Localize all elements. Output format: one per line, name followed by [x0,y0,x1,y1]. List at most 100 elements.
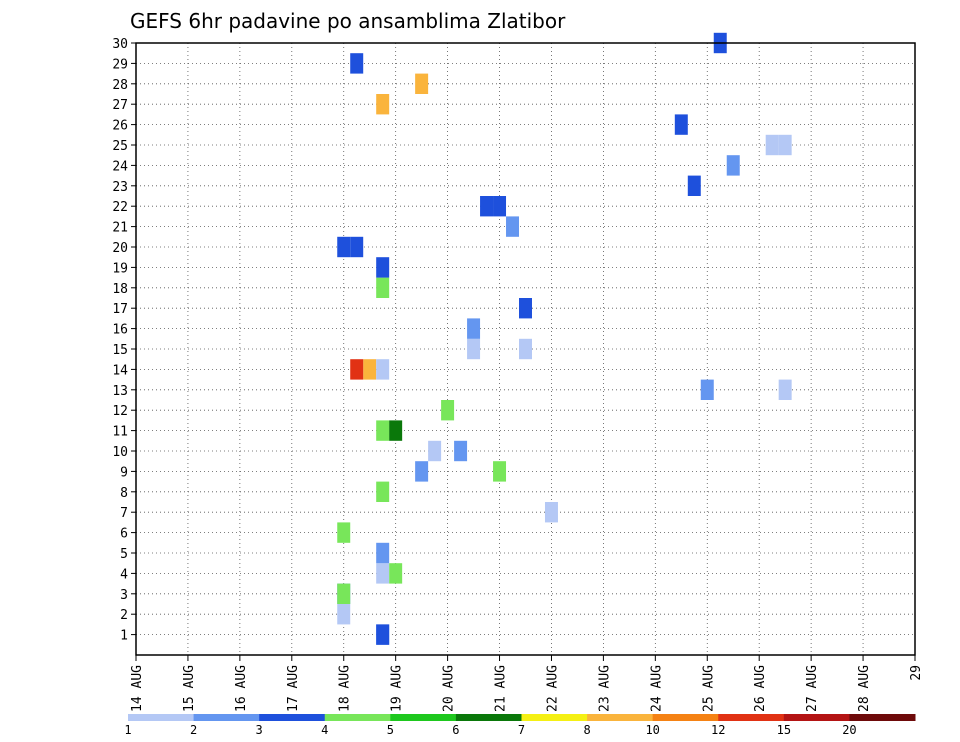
x-tick-label: 16 AUG [234,665,249,712]
y-tick-label: 29 [112,57,128,72]
colorbar-swatch [849,714,916,721]
colorbar-swatch [783,714,850,721]
data-cell [376,563,390,584]
y-tick-label: 26 [112,119,128,134]
y-tick-label: 25 [112,139,128,154]
x-tick-label: 23 AUG [597,665,612,712]
data-cell [376,420,390,441]
data-cell [337,604,351,625]
data-cell [350,359,364,380]
y-tick-label: 15 [112,343,128,358]
y-tick-label: 2 [120,608,128,623]
y-tick-label: 17 [112,302,128,317]
colorbar-label: 20 [842,723,856,737]
data-cell [376,481,390,502]
y-tick-label: 24 [112,159,128,174]
x-tick-label: 18 AUG [338,665,353,712]
colorbar-swatch [259,714,326,721]
data-cell [376,257,390,278]
colorbar-swatch [718,714,785,721]
colorbar-label: 12 [711,723,725,737]
x-tick-label: 22 AUG [545,665,560,712]
data-cell [415,73,429,94]
x-tick-label: 21 AUG [494,665,509,712]
data-cell [350,236,364,258]
x-tick-label: 20 AUG [442,665,457,712]
y-tick-label: 7 [120,506,128,521]
colorbar-label: 3 [256,723,263,737]
data-cell [700,379,714,400]
colorbar-label: 7 [518,723,525,737]
x-tick-label: 14 AUG [130,665,145,712]
colorbar-swatch [652,714,719,721]
data-cell [376,359,390,380]
y-tick-label: 9 [120,465,128,480]
y-tick-label: 6 [120,527,128,542]
y-tick-label: 19 [112,261,128,276]
y-tick-label: 28 [112,78,128,93]
data-cell [778,134,792,156]
y-tick-label: 21 [112,221,128,236]
colorbar-swatch [521,714,588,721]
y-tick-label: 11 [112,425,128,440]
data-cell [350,53,364,74]
data-cell [454,440,468,462]
data-cell [441,400,455,421]
data-cell [363,359,377,380]
data-cell [337,583,351,604]
colorbar-swatch [390,714,457,721]
colorbar-swatch [587,714,654,721]
data-cell [687,175,701,196]
data-cell [428,440,442,462]
y-tick-label: 13 [112,384,128,399]
colorbar-swatch [128,714,195,721]
data-cell [337,522,351,543]
data-cell [726,155,740,176]
data-cell [389,420,403,441]
data-cell [467,318,481,339]
data-cell [480,196,494,217]
x-tick-label: 27 AUG [805,665,820,712]
y-tick-label: 8 [120,486,128,501]
colorbar-label: 8 [583,723,590,737]
colorbar: 1 2 3 4 5 6 7 8 10 12 15 20 [124,714,916,737]
x-tick-label: 25 AUG [701,665,716,712]
y-tick-label: 5 [120,547,128,562]
data-cell [778,379,792,400]
x-tick-label: 15 AUG [182,665,197,712]
colorbar-label: 5 [387,723,394,737]
data-cell [674,114,688,135]
colorbar-swatch [193,714,260,721]
x-tick-label: 17 AUG [286,665,301,712]
data-cell [376,624,390,645]
x-tick-label: 28 AUG [857,665,872,712]
data-cell [506,216,520,237]
y-tick-label: 23 [112,180,128,195]
x-tick-label: 26 AUG [753,665,768,712]
y-tick-label: 16 [112,323,128,338]
x-axis: 14 AUG 15 AUG 16 AUG 17 AUG 18 AUG 19 AUG 20 A… [130,655,924,712]
chart-title: GEFS 6hr padavine po ansamblima Zlatibor [130,9,566,33]
y-tick-label: 18 [112,282,128,297]
y-tick-label: 3 [120,588,128,603]
y-tick-label: 1 [120,629,128,644]
y-tick-label: 12 [112,404,128,419]
colorbar-label: 2 [190,723,197,737]
colorbar-label: 6 [452,723,459,737]
data-cell [376,542,390,564]
data-cell [493,461,507,482]
y-tick-label: 30 [112,37,128,52]
y-axis: 1234567891011121314151617181920212223242… [112,37,136,644]
data-cell [337,236,351,258]
x-tick-label: 29 [909,665,924,681]
data-cell [467,338,481,360]
colorbar-swatch [324,714,391,721]
cells [337,32,792,645]
y-tick-label: 10 [112,445,128,460]
data-cell [519,338,532,360]
colorbar-label: 15 [777,723,791,737]
colorbar-label: 1 [124,723,131,737]
data-cell [765,134,779,156]
data-cell [544,502,558,523]
